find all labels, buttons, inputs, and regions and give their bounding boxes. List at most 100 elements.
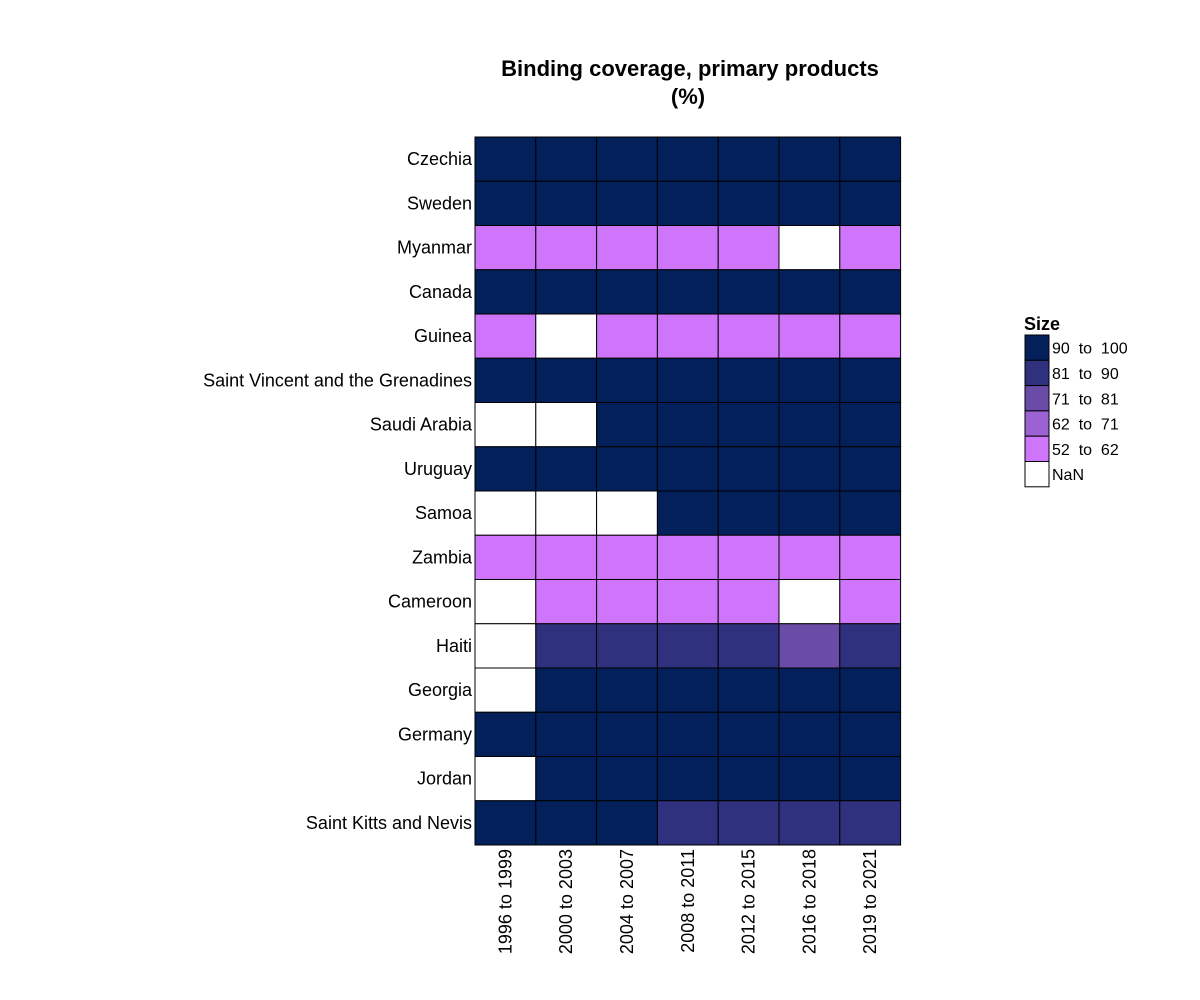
heatmap-cell	[474, 756, 537, 802]
column-label: 2016 to 2018	[799, 849, 819, 954]
heatmap-cell	[596, 269, 658, 315]
legend: Size 90 to 100 81 to 90 71 to 81 62 to 71 52…	[1024, 314, 1128, 488]
heatmap-cell	[535, 402, 598, 448]
legend-label: 52 to 62	[1052, 442, 1119, 459]
heatmap-cell	[535, 800, 598, 846]
row-label: Canada	[409, 282, 473, 302]
heatmap-cell	[535, 269, 598, 315]
heatmap-cell	[596, 800, 658, 846]
heatmap-cell	[596, 402, 658, 448]
heatmap-cell	[656, 446, 719, 492]
heatmap-cell	[717, 756, 780, 802]
heatmap-cell	[778, 402, 841, 448]
column-labels: 1996 to 1999 2000 to 2003 2004 to 2007 2008…	[495, 849, 880, 954]
heatmap-cell	[596, 357, 658, 403]
heatmap-cell	[778, 756, 841, 802]
heatmap-cell	[474, 534, 537, 580]
heatmap-cell	[839, 446, 902, 492]
heatmap-cell	[717, 313, 780, 359]
heatmap-cell	[656, 800, 719, 846]
heatmap-cell	[535, 357, 598, 403]
row-label: Samoa	[415, 503, 473, 523]
heatmap-cell	[535, 756, 598, 802]
heatmap-cell	[596, 180, 658, 226]
legend-label: 71 to 81	[1052, 391, 1119, 408]
heatmap-cell	[596, 711, 658, 757]
heatmap-cell	[535, 623, 598, 669]
column-label: 2012 to 2015	[739, 849, 759, 954]
heatmap-cell	[778, 269, 841, 315]
heatmap-cell	[839, 136, 902, 182]
heatmap-cell	[474, 579, 537, 625]
heatmap-cell	[717, 490, 780, 536]
column-label: 2019 to 2021	[860, 849, 880, 954]
heatmap-cell	[596, 667, 658, 713]
heatmap-cell	[474, 269, 537, 315]
heatmap-cell	[474, 402, 537, 448]
heatmap-cell	[474, 313, 537, 359]
heatmap-cell	[839, 800, 902, 846]
column-label: 1996 to 1999	[495, 849, 515, 954]
row-label: Jordan	[417, 769, 472, 789]
heatmap-cell	[717, 446, 780, 492]
heatmap-cell	[535, 313, 598, 359]
row-label: Cameroon	[388, 592, 472, 612]
heatmap-cell	[717, 269, 780, 315]
legend-swatch	[1024, 410, 1050, 437]
heatmap-cell	[839, 667, 902, 713]
heatmap-cell	[535, 225, 598, 271]
heatmap-cell	[778, 136, 841, 182]
heatmap-cell	[535, 136, 598, 182]
heatmap-cell	[656, 756, 719, 802]
heatmap-cell	[839, 269, 902, 315]
heatmap-cell	[474, 180, 537, 226]
heatmap-cell	[656, 269, 719, 315]
row-label: Saint Kitts and Nevis	[306, 813, 472, 833]
heatmap-cell	[596, 756, 658, 802]
heatmap-cell	[535, 180, 598, 226]
heatmap-cell	[474, 136, 537, 182]
chart-title-line2: (%)	[671, 84, 705, 109]
heatmap-cell	[717, 711, 780, 757]
row-label: Germany	[398, 724, 472, 744]
heatmap-cell	[474, 711, 537, 757]
heatmap-cell	[656, 490, 719, 536]
heatmap-cell	[596, 313, 658, 359]
heatmap-cell	[839, 225, 902, 271]
heatmap-cell	[535, 490, 598, 536]
legend-swatch	[1024, 435, 1050, 463]
heatmap-cell	[474, 623, 537, 669]
legend-label: 62 to 71	[1052, 417, 1119, 434]
legend-label: 81 to 90	[1052, 366, 1119, 383]
column-label: 2004 to 2007	[617, 849, 637, 954]
heatmap-cell	[778, 225, 841, 271]
heatmap-cell	[656, 313, 719, 359]
column-label: 2000 to 2003	[556, 849, 576, 954]
heatmap-cell	[778, 180, 841, 226]
legend-title: Size	[1024, 314, 1060, 334]
heatmap-cell	[839, 357, 902, 403]
heatmap-cell	[778, 534, 841, 580]
heatmap-cell	[839, 534, 902, 580]
heatmap-cell	[535, 711, 598, 757]
row-label: Myanmar	[397, 238, 472, 258]
heatmap-cell	[474, 490, 537, 536]
heatmap-cell	[778, 579, 841, 625]
heatmap-cell	[596, 136, 658, 182]
legend-label: NaN	[1052, 467, 1084, 484]
heatmap-cell	[656, 357, 719, 403]
heatmap-cell	[778, 490, 841, 536]
chart-title: Binding coverage, primary products (%)	[501, 56, 879, 109]
heatmap-cell	[474, 357, 537, 403]
heatmap-cell	[839, 579, 902, 625]
heatmap-cell	[839, 623, 902, 669]
heatmap-cell	[717, 579, 780, 625]
heatmap-cell	[717, 402, 780, 448]
legend-label: 90 to 100	[1052, 341, 1128, 358]
heatmap-cell	[778, 357, 841, 403]
heatmap-cell	[596, 623, 658, 669]
legend-swatch	[1024, 461, 1050, 488]
heatmap-cell	[596, 534, 658, 580]
heatmap-cell	[535, 534, 598, 580]
